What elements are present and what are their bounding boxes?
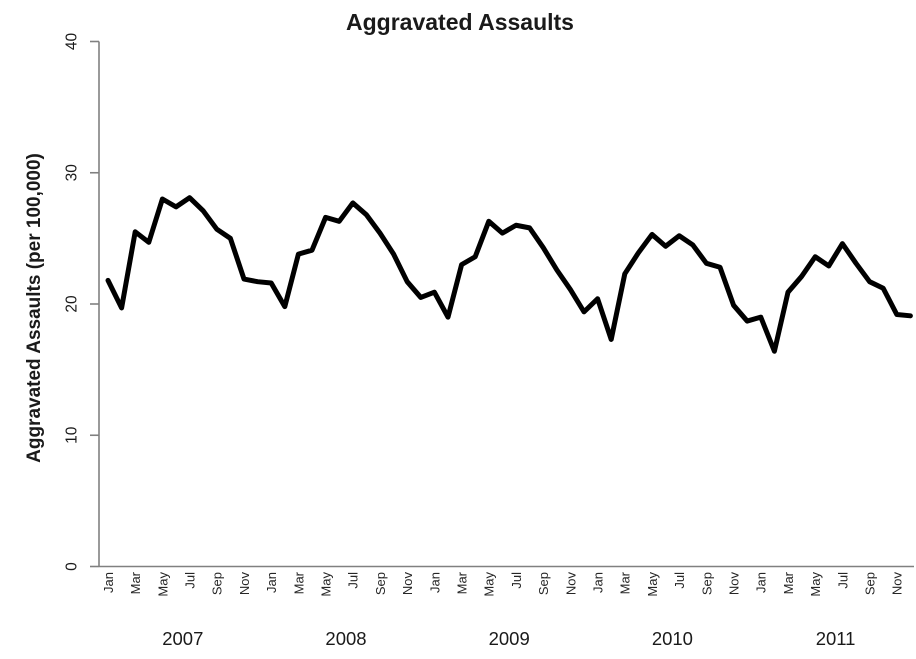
month-label: Jul — [835, 572, 850, 589]
y-tick-label: 10 — [63, 426, 80, 444]
y-tick-label: 20 — [63, 295, 80, 313]
month-label: Jul — [672, 572, 687, 589]
month-label: Nov — [237, 572, 252, 596]
month-label: Jan — [427, 572, 442, 593]
month-label: Jul — [346, 572, 361, 589]
month-label: Nov — [400, 572, 415, 596]
chart-title: Aggravated Assaults — [346, 9, 574, 35]
month-label: Mar — [455, 571, 470, 594]
month-label: Jan — [264, 572, 279, 593]
year-label: 2009 — [489, 628, 530, 649]
month-label: Mar — [618, 571, 633, 594]
year-label: 2007 — [162, 628, 203, 649]
year-label: 2010 — [652, 628, 693, 649]
year-label: 2008 — [325, 628, 366, 649]
y-axis-title: Aggravated Assaults (per 100,000) — [24, 153, 45, 463]
month-label: May — [155, 572, 170, 597]
month-label: May — [482, 572, 497, 597]
month-label: Nov — [890, 572, 905, 596]
month-label: Jan — [101, 572, 116, 593]
month-label: Sep — [699, 572, 714, 595]
year-label: 2011 — [816, 628, 856, 649]
y-tick-label: 0 — [63, 562, 80, 571]
month-label: Mar — [781, 571, 796, 594]
month-label: Jan — [591, 572, 606, 593]
month-label: May — [319, 572, 334, 597]
month-label: Sep — [536, 572, 551, 595]
month-label: Sep — [373, 572, 388, 595]
month-label: May — [645, 572, 660, 597]
month-label: May — [808, 572, 823, 597]
month-label: Sep — [863, 572, 878, 595]
y-tick-label: 30 — [63, 164, 80, 182]
month-label: Nov — [727, 572, 742, 596]
month-label: Mar — [291, 571, 306, 594]
y-tick-label: 40 — [63, 33, 80, 51]
month-label: Jan — [754, 572, 769, 593]
month-label: Sep — [210, 572, 225, 595]
month-label: Jul — [509, 572, 524, 589]
month-label: Mar — [128, 571, 143, 594]
month-label: Nov — [563, 572, 578, 596]
assaults-data-line — [105, 195, 913, 354]
month-label: Jul — [183, 572, 198, 589]
